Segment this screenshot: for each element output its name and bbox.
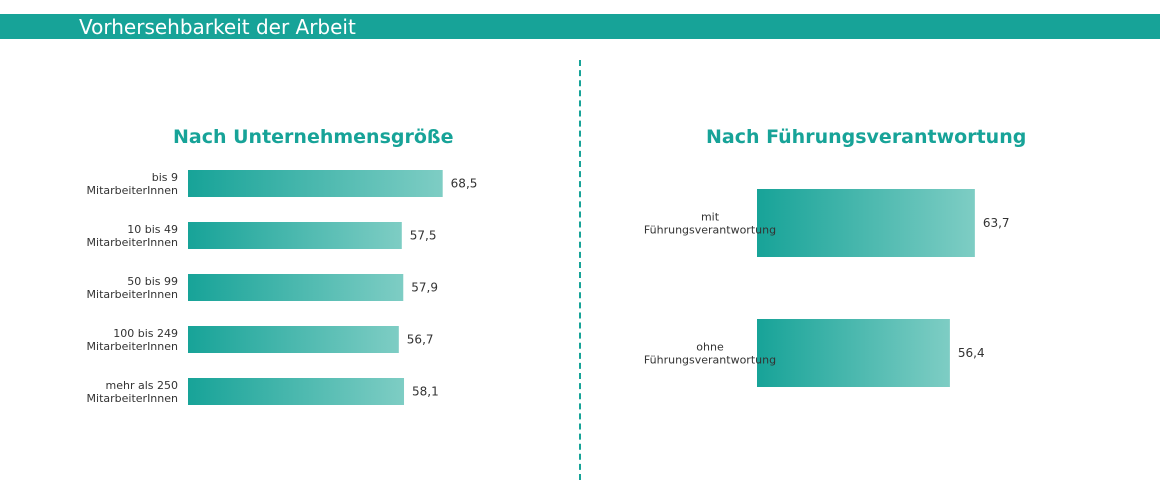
bar-lead-1 <box>757 319 950 387</box>
bar-value-label: 58,1 <box>412 385 439 399</box>
bar-lead-0 <box>757 189 975 257</box>
bar-size-1 <box>188 222 402 249</box>
bar-size-4 <box>188 378 405 405</box>
category-label: 100 bis 249 MitarbeiterInnen <box>87 327 178 353</box>
bar-size-3 <box>188 326 399 353</box>
bar-size-2 <box>188 274 404 301</box>
category-label: ohne Führungsverantwortung <box>644 341 776 367</box>
bar-value-label: 68,5 <box>451 177 478 191</box>
category-label: mehr als 250 MitarbeiterInnen <box>87 379 178 405</box>
category-label: bis 9 MitarbeiterInnen <box>87 171 178 197</box>
category-label: mit Führungsverantwortung <box>644 211 776 237</box>
bar-value-label: 57,9 <box>411 281 438 295</box>
chart-title-company-size: Nach Unternehmensgröße <box>173 126 454 148</box>
bar-value-label: 56,7 <box>407 333 434 347</box>
header-bar: Vorhersehbarkeit der Arbeit <box>0 14 1160 39</box>
bar-value-label: 56,4 <box>958 346 985 360</box>
chart-title-leadership: Nach Führungsverantwortung <box>706 126 1027 148</box>
bar-value-label: 57,5 <box>410 229 437 243</box>
section-divider <box>579 60 581 480</box>
category-label: 10 bis 49 MitarbeiterInnen <box>87 223 178 249</box>
bar-size-0 <box>188 170 443 197</box>
bar-value-label: 63,7 <box>983 216 1010 230</box>
page-title: Vorhersehbarkeit der Arbeit <box>79 15 356 39</box>
category-label: 50 bis 99 MitarbeiterInnen <box>87 275 178 301</box>
